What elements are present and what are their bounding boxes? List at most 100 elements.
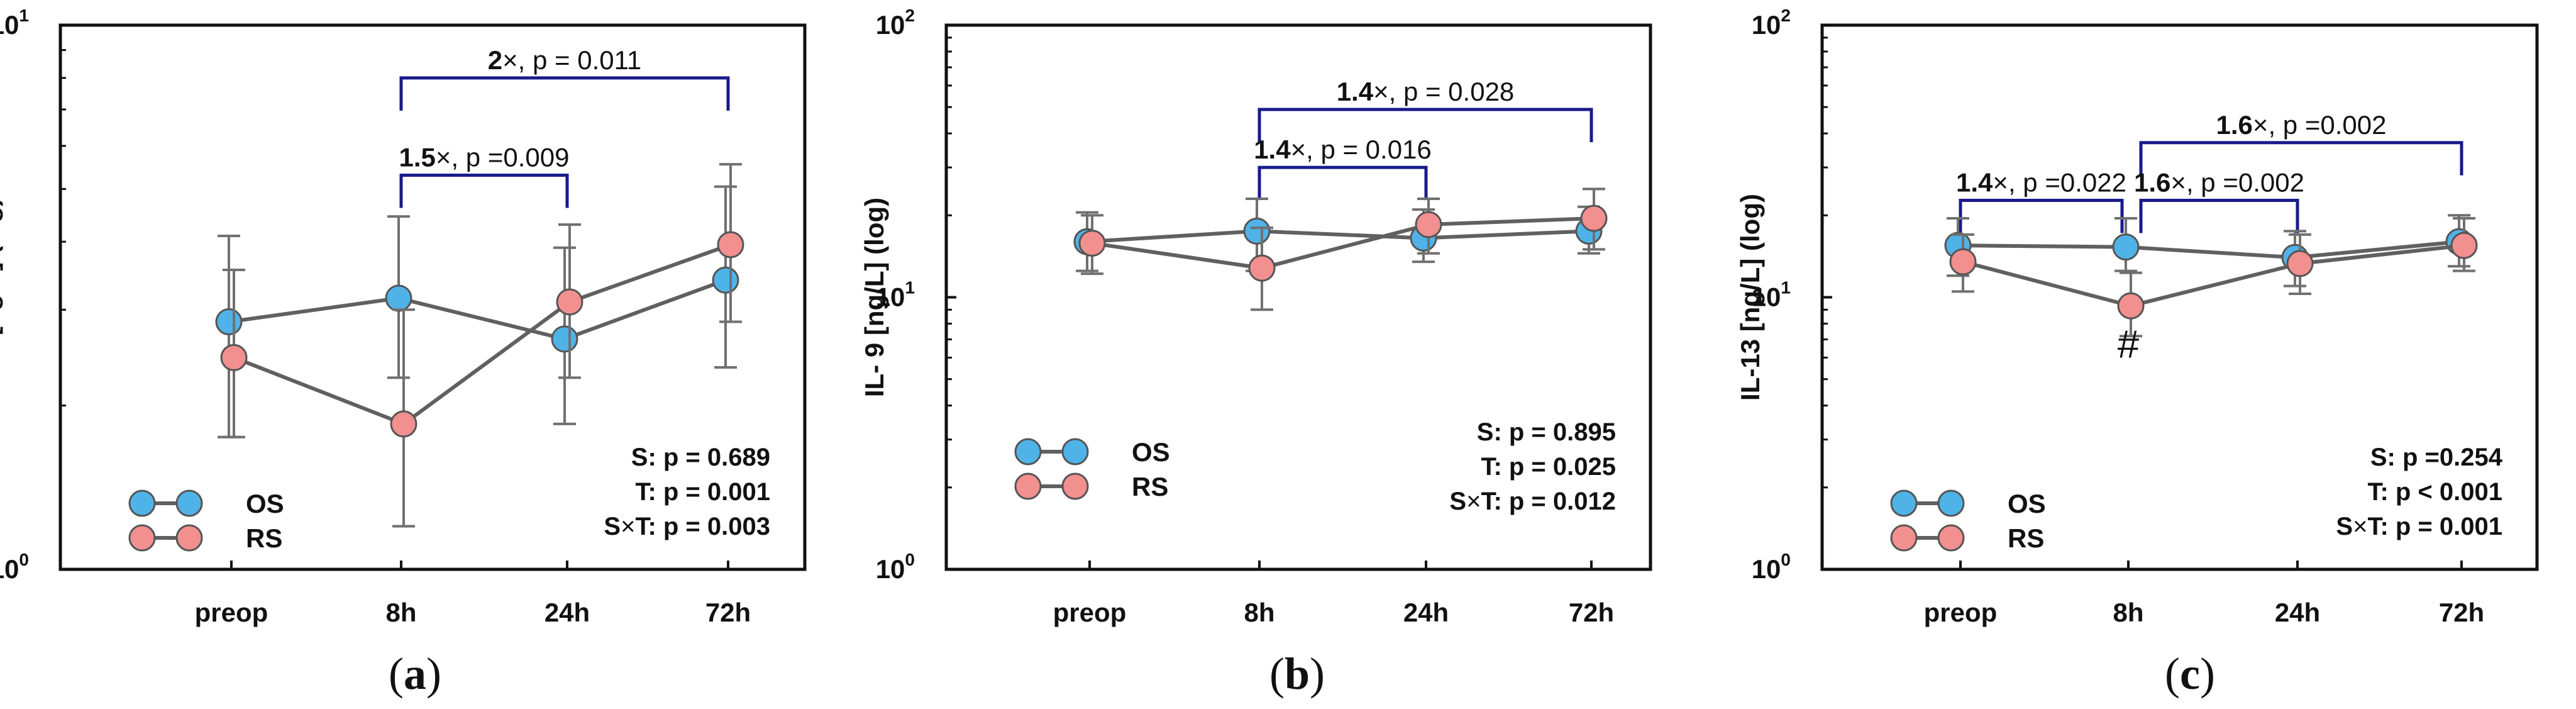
legend-marker <box>1061 438 1089 466</box>
bracket-label: 1.6×, p =0.002 <box>2216 110 2387 140</box>
plot-frame <box>58 23 807 571</box>
legend-item-os: OS <box>128 489 284 518</box>
y-tick-exponent: 0 <box>19 550 29 569</box>
y-tick-base: 10 <box>1752 10 1781 40</box>
stat-interaction-times: × <box>621 513 635 540</box>
y-tick-label: 101 <box>0 6 29 40</box>
data-point <box>712 266 739 294</box>
data-point <box>2117 292 2145 320</box>
x-tick-label: preop <box>195 598 268 627</box>
bracket-times: × <box>502 45 518 75</box>
y-tick-base: 10 <box>876 282 905 312</box>
y-tick-exponent: 2 <box>905 6 915 25</box>
legend-item-os: OS <box>1890 489 2046 518</box>
legend-marker <box>1937 489 1965 517</box>
data-point <box>2450 232 2478 259</box>
x-tick-label: 8h <box>2113 598 2143 627</box>
y-axis-label: IL- 5 [ng/L] (log) <box>0 198 3 397</box>
y-tick-exponent: 1 <box>19 6 29 25</box>
bracket-fold: 1.4 <box>1337 77 1374 106</box>
legend-marker <box>175 524 203 552</box>
series-line <box>233 243 732 427</box>
legend-marker <box>1014 438 1042 466</box>
legend-label: RS <box>2008 523 2044 553</box>
series-line <box>1962 243 2465 308</box>
x-tick-label: 72h <box>705 598 751 627</box>
x-tick-label: 72h <box>1569 598 1614 627</box>
x-tick-label: 72h <box>2439 598 2484 627</box>
legend-item-rs: RS <box>1014 472 1168 501</box>
data-point <box>1243 217 1271 245</box>
y-axis-label: IL-13 [ng/L] (log) <box>1735 194 1765 401</box>
bracket-times: × <box>1373 77 1389 106</box>
bracket-p-value: , p =0.009 <box>451 143 569 172</box>
caption-open: ( <box>1269 649 1285 699</box>
y-axis-label: IL- 9 [ng/L] (log) <box>860 198 889 397</box>
y-tick-label: 101 <box>876 278 915 312</box>
bracket-label: 1.4×, p =0.022 <box>1956 168 2126 198</box>
caption-close: ) <box>2200 649 2215 699</box>
data-point <box>1949 248 1977 276</box>
y-tick-exponent: 0 <box>1781 550 1791 569</box>
bracket-times: × <box>1291 135 1307 164</box>
data-point <box>1078 230 1106 257</box>
significance-marker: # <box>2118 323 2140 366</box>
stat-line: T: p = 0.025 <box>1481 453 1616 481</box>
series-os <box>1944 214 2473 288</box>
y-tick-label: 100 <box>0 550 29 584</box>
data-point <box>220 343 248 371</box>
panel-caption: (a) <box>389 649 441 699</box>
data-point <box>1248 254 1276 282</box>
x-tick-label: 24h <box>2275 598 2320 627</box>
legend-marker <box>1061 472 1089 500</box>
data-point <box>717 231 744 259</box>
data-point <box>551 325 578 353</box>
y-tick-base: 10 <box>876 554 905 584</box>
significance-bracket <box>2139 141 2463 176</box>
significance-bracket <box>399 174 569 208</box>
data-point <box>556 288 583 316</box>
caption-letter: b <box>1285 649 1310 699</box>
stat-interaction-rest: T: p = 0.001 <box>2367 513 2502 540</box>
bracket-label: 2×, p = 0.011 <box>488 45 641 75</box>
stat-interaction-prefix: S <box>2336 513 2353 540</box>
series-rs <box>1078 187 1608 311</box>
legend-label: RS <box>1132 472 1168 501</box>
bracket-times: × <box>2170 168 2186 198</box>
panel-caption: (b) <box>1269 649 1325 699</box>
stat-line: S: p = 0.895 <box>1477 418 1616 446</box>
bracket-times: × <box>1993 168 2008 198</box>
bracket-label: 1.6×, p =0.002 <box>2134 168 2304 198</box>
data-point <box>215 308 243 336</box>
data-point <box>1580 204 1608 232</box>
legend-marker <box>1937 524 1965 552</box>
bracket-fold: 1.5 <box>399 143 436 172</box>
y-tick-label: 100 <box>876 550 915 584</box>
stat-line: T: p = 0.001 <box>635 478 770 506</box>
stat-interaction-prefix: S <box>1449 488 1466 515</box>
legend-label: RS <box>246 523 282 553</box>
legend-marker <box>128 489 156 517</box>
series-os <box>1073 198 1603 272</box>
y-tick-base: 10 <box>0 10 19 40</box>
data-point <box>385 284 412 312</box>
legend-marker <box>1890 524 1918 552</box>
legend-marker <box>175 489 203 517</box>
x-tick-label: 8h <box>385 598 416 627</box>
significance-bracket <box>1258 165 1428 201</box>
significance-bracket <box>1959 199 2124 233</box>
series-rs <box>220 163 744 528</box>
bracket-fold: 1.6 <box>2216 110 2253 140</box>
bracket-fold: 2 <box>488 45 502 75</box>
y-tick-label: 100 <box>1752 550 1791 584</box>
caption-open: ( <box>2165 649 2180 699</box>
bracket-p-value: , p =0.002 <box>2268 110 2386 140</box>
legend-label: OS <box>1132 437 1170 467</box>
series-line <box>1092 216 1595 271</box>
legend-marker <box>128 524 156 552</box>
stat-interaction: S×T: p = 0.003 <box>604 513 770 540</box>
bracket-times: × <box>436 143 451 172</box>
legend-label: OS <box>2008 489 2046 518</box>
x-tick-label: 24h <box>1403 598 1449 627</box>
